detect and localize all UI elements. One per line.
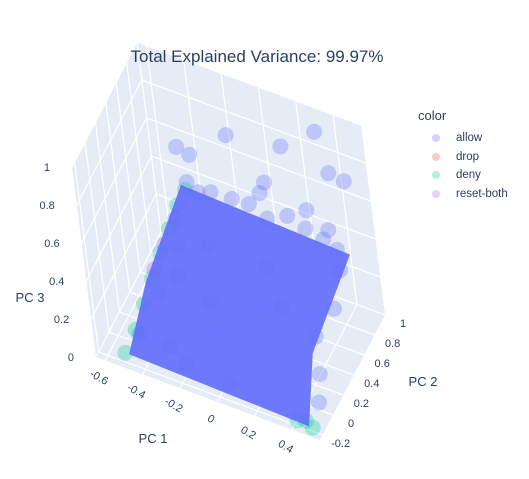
- data-point-allow: [311, 366, 328, 383]
- data-point-allow: [251, 185, 268, 201]
- allow-dense-cloud: [129, 184, 350, 427]
- legend-swatch: [432, 189, 440, 198]
- legend-item-drop[interactable]: drop: [418, 148, 508, 167]
- x-tick-label: 0.2: [239, 424, 258, 442]
- legend-label: drop: [456, 150, 480, 163]
- data-point-allow: [335, 173, 352, 190]
- y-tick-label: 0.2: [354, 398, 369, 410]
- z-gridline: [141, 79, 367, 164]
- z-gridline: [146, 117, 371, 202]
- left-wall-pane: [72, 42, 161, 357]
- z-gridline: [151, 155, 376, 240]
- z-tick-label: 0.6: [44, 238, 59, 250]
- z-tick-label: 0.8: [40, 200, 55, 212]
- y-gridline: [126, 61, 152, 253]
- y-gridline: [105, 101, 131, 293]
- y-gridline: [136, 41, 162, 233]
- z-tick-label: 0: [68, 352, 74, 364]
- data-point-allow: [168, 138, 185, 155]
- legend-swatch: [432, 171, 440, 180]
- data-point-allow: [306, 123, 323, 140]
- legend-title: color: [418, 108, 447, 123]
- x-tick-label: 0: [205, 413, 216, 426]
- data-point-allow: [240, 196, 257, 213]
- legend-label: allow: [456, 132, 483, 145]
- z-tick-label: 0.2: [54, 314, 69, 326]
- legend-item-allow[interactable]: allow: [418, 129, 508, 148]
- legend: color allow drop deny reset-both: [418, 108, 508, 203]
- y-tick-label: 0.6: [375, 358, 390, 370]
- data-point-allow: [181, 146, 198, 163]
- data-point-allow: [279, 207, 296, 224]
- y-gridline: [94, 121, 120, 313]
- z-tick-label: 0.4: [49, 276, 64, 288]
- y-tick-label: -0.2: [331, 438, 350, 450]
- data-point-deny: [117, 344, 134, 361]
- z-gridline: [136, 41, 362, 126]
- legend-swatch: [432, 152, 440, 161]
- data-point-allow: [255, 174, 272, 191]
- x-tick-label: -0.6: [88, 368, 110, 388]
- data-point-allow: [297, 220, 314, 237]
- y-axis-title: PC 2: [409, 374, 438, 389]
- legend-label: deny: [456, 169, 481, 182]
- y-tick-label: 0.4: [364, 378, 379, 390]
- 3d-scene[interactable]: -0.6-0.4-0.200.20.4 -0.200.20.40.60.8100.…: [16, 41, 438, 456]
- x-axis-title: PC 1: [139, 431, 168, 446]
- x-gridline: [332, 114, 358, 305]
- y-gridline: [98, 351, 323, 436]
- data-point-allow: [320, 165, 337, 182]
- y-gridline: [115, 81, 141, 273]
- x-tick-label: 0.4: [276, 438, 295, 456]
- legend-item-reset-both[interactable]: reset-both: [418, 185, 508, 204]
- data-point-allow: [298, 202, 315, 219]
- legend-item-deny[interactable]: deny: [418, 166, 508, 185]
- x-gridline: [145, 45, 171, 236]
- legend-label: reset-both: [456, 187, 508, 200]
- data-point-allow: [217, 127, 234, 144]
- x-tick-label: -0.4: [125, 382, 147, 402]
- legend-swatch: [432, 134, 440, 143]
- chart-title: Total Explained Variance: 99.97%: [130, 47, 384, 66]
- data-point-allow: [223, 190, 240, 207]
- z-axis-title: PC 3: [16, 290, 45, 305]
- z-gridline: [95, 231, 162, 358]
- x-tick-label: -0.2: [162, 396, 184, 416]
- y-tick-label: 0: [348, 418, 354, 430]
- y-gridline: [74, 161, 100, 353]
- data-point-allow: [320, 222, 337, 239]
- z-tick-label: 1: [44, 162, 50, 174]
- y-tick-label: 0.8: [385, 338, 400, 350]
- y-gridline: [84, 141, 110, 333]
- y-tick-label: 1: [400, 318, 406, 330]
- data-point-allow: [310, 394, 327, 411]
- data-point-allow: [272, 138, 289, 155]
